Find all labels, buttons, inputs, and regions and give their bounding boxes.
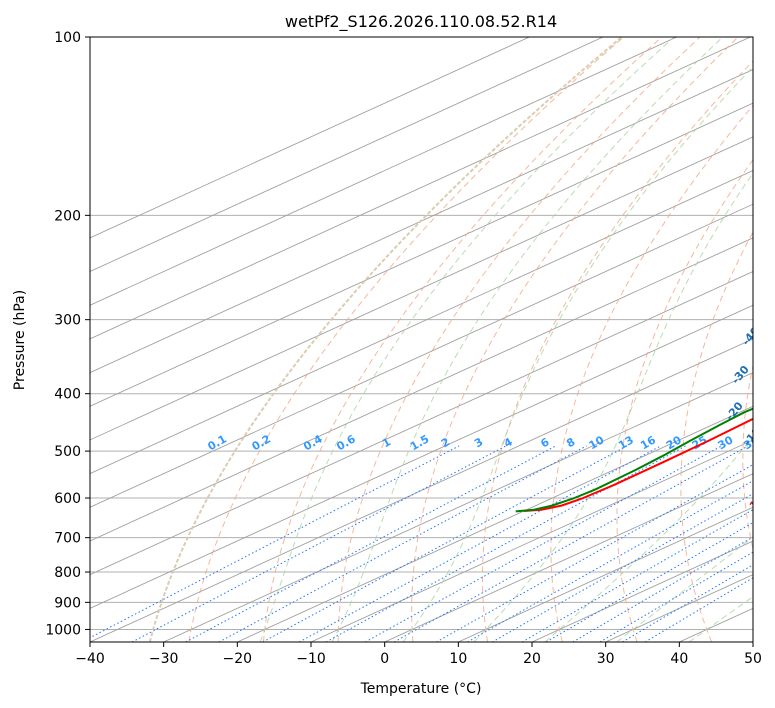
mixing-ratio-line: [365, 445, 722, 642]
isotherm-line: [90, 304, 753, 609]
isotherm-line: [163, 372, 753, 642]
mixing-ratio-line: [299, 445, 662, 642]
isotherm-line: [90, 37, 677, 306]
dry-adiabat-line: [616, 158, 753, 642]
isotherm-line: [90, 68, 753, 374]
isotherm-line: [90, 271, 753, 576]
temperature-profile-line: [523, 417, 753, 512]
x-tick-label: −30: [149, 651, 179, 667]
isotherm-line: [310, 439, 753, 642]
dry-adiabat-line: [742, 363, 753, 552]
isotherm-line: [90, 102, 753, 407]
mixing-ratio-line: [90, 445, 460, 639]
y-tick-label: 300: [54, 313, 81, 329]
x-tick-label: 20: [523, 651, 541, 667]
isotherm-line: [458, 506, 753, 642]
y-tick-label: 100: [54, 30, 81, 46]
x-tick-label: 0: [380, 651, 389, 667]
mixing-ratio-line: [467, 480, 753, 642]
mixing-ratio-label: 36: [741, 433, 761, 452]
dry-adiabat-line: [482, 60, 753, 642]
isotherm-line: [237, 405, 753, 642]
x-tick-label: −10: [296, 651, 326, 667]
dry-adiabat-line: [550, 104, 753, 642]
moist-adiabat-line: [544, 435, 753, 642]
x-tick-label: 40: [670, 651, 688, 667]
isotherm-line: [90, 237, 753, 542]
plot-frame: [89, 36, 754, 643]
dry-adiabat-line: [411, 37, 739, 642]
isotherm-line: [90, 37, 604, 273]
isotherm-line: [90, 37, 530, 239]
y-tick-label: 1000: [45, 622, 81, 638]
chart-title: wetPf2_S126.2026.110.08.52.R14: [285, 12, 557, 32]
dewpoint-profile-line: [515, 407, 753, 513]
dry-adiabat-line: [680, 231, 753, 642]
isotherm-label: -10: [741, 425, 764, 449]
x-tick-label: 30: [597, 651, 615, 667]
isotherm-line: [90, 136, 753, 441]
isotherm-line: [90, 170, 753, 475]
y-tick-label: 600: [54, 491, 81, 507]
mixing-ratio-line: [218, 445, 587, 642]
moist-adiabat-line: [402, 66, 753, 642]
mixing-ratio-line: [393, 445, 749, 642]
isotherm-label: 10: [747, 492, 767, 512]
dry-adiabat-line: [188, 37, 624, 642]
y-tick-label: 500: [54, 444, 81, 460]
mixing-ratio-line: [492, 493, 753, 642]
isotherm-line: [90, 203, 753, 508]
x-axis-label: Temperature (°C): [360, 681, 482, 697]
y-tick-label: 400: [54, 387, 81, 403]
plot-area: 0.10.20.40.611.52346810131620253036-100-…: [90, 37, 767, 642]
y-tick-label: 700: [54, 531, 81, 547]
mixing-ratio-line: [436, 464, 753, 642]
x-tick-label: 50: [744, 651, 762, 667]
moist-adiabat-line: [331, 37, 724, 642]
mixing-ratio-line: [131, 445, 507, 642]
y-tick-label: 800: [54, 565, 81, 581]
axes: −40 −30 −20 −10 0 10 20 30 40 50 100 200 300 400 500 60…: [45, 30, 762, 667]
y-tick-label: 900: [54, 595, 81, 611]
moist-adiabat-line: [688, 596, 753, 642]
dry-adiabat-line: [263, 37, 663, 642]
isotherm-line: [90, 338, 753, 642]
y-axis-label: Pressure (hPa): [12, 290, 28, 390]
isotherm-line: [90, 37, 751, 340]
x-tick-label: −20: [223, 651, 253, 667]
boundary-curve-line: [148, 37, 623, 642]
y-tick-label: 200: [54, 208, 81, 224]
isotherm-line: [384, 473, 753, 642]
x-tick-label: −40: [75, 651, 105, 667]
mixing-ratio-line: [521, 509, 753, 642]
moist-adiabat-line: [259, 37, 675, 642]
x-tick-label: 10: [449, 651, 467, 667]
moist-adiabat-line: [473, 172, 753, 642]
